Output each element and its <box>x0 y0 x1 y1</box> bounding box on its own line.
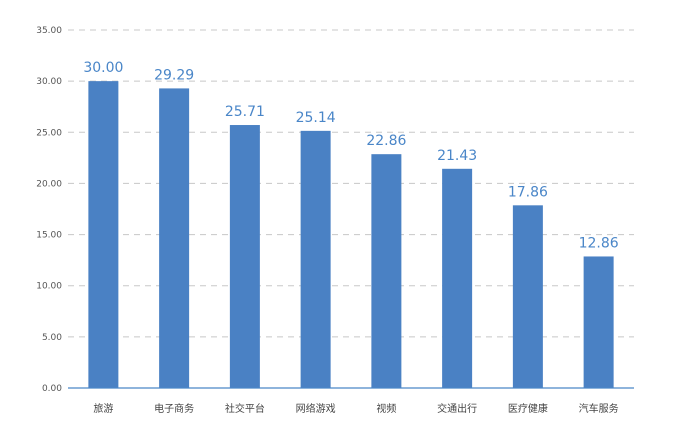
x-category-label: 视频 <box>376 402 396 415</box>
data-label: 17.86 <box>508 184 548 200</box>
data-label: 25.71 <box>225 104 265 120</box>
y-tick-label: 0.00 <box>42 384 62 394</box>
data-label: 30.00 <box>83 60 123 76</box>
y-tick-label: 20.00 <box>36 179 62 189</box>
y-tick-label: 5.00 <box>42 333 62 343</box>
x-category-label: 交通出行 <box>437 402 477 415</box>
y-tick-label: 30.00 <box>36 77 62 87</box>
x-category-label: 医疗健康 <box>508 402 548 415</box>
data-label: 12.86 <box>579 235 619 251</box>
y-tick-label: 15.00 <box>36 231 62 241</box>
gridlines <box>68 29 634 338</box>
x-axis-categories: 旅游 电子商务 社交平台 网络游戏 视频 交通出行 医疗健康 汽车服务 <box>93 402 618 415</box>
y-tick-label: 35.00 <box>36 26 62 36</box>
x-category-label: 汽车服务 <box>579 402 619 415</box>
bars <box>88 81 614 389</box>
y-tick-label: 25.00 <box>36 128 62 138</box>
x-category-label: 网络游戏 <box>296 402 336 415</box>
bar <box>371 154 402 388</box>
bar <box>442 168 473 388</box>
bar <box>300 130 331 389</box>
data-label: 21.43 <box>437 148 477 164</box>
data-label: 25.14 <box>296 110 336 126</box>
data-label: 22.86 <box>366 133 406 149</box>
y-tick-label: 10.00 <box>36 282 62 292</box>
data-label: 29.29 <box>154 67 194 83</box>
y-axis-ticks: 0.00 5.00 10.00 15.00 20.00 25.00 30.00 35.00 <box>36 26 62 394</box>
x-category-label: 电子商务 <box>154 402 194 415</box>
bar <box>229 125 260 388</box>
bar <box>512 205 543 388</box>
bar <box>583 256 614 388</box>
bar <box>88 81 119 389</box>
bar <box>159 88 190 388</box>
x-category-label: 旅游 <box>93 402 113 415</box>
x-category-label: 社交平台 <box>225 402 265 415</box>
data-labels: 30.00 29.29 25.71 25.14 22.86 21.43 17.86 12.86 <box>83 60 618 251</box>
